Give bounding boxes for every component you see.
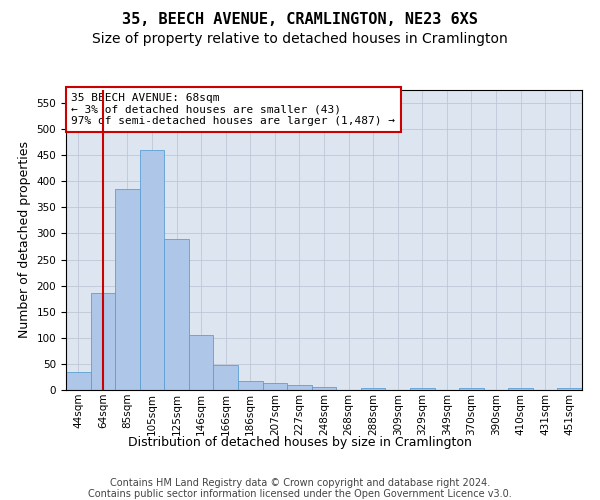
Bar	[312, 388, 336, 390]
Bar	[164, 238, 189, 390]
Bar	[115, 189, 140, 390]
Bar	[238, 380, 263, 390]
Bar	[66, 372, 91, 390]
Bar	[410, 388, 434, 390]
Bar	[459, 388, 484, 390]
Bar	[361, 388, 385, 390]
Bar	[140, 150, 164, 390]
Text: 35, BEECH AVENUE, CRAMLINGTON, NE23 6XS: 35, BEECH AVENUE, CRAMLINGTON, NE23 6XS	[122, 12, 478, 28]
Text: 35 BEECH AVENUE: 68sqm
← 3% of detached houses are smaller (43)
97% of semi-deta: 35 BEECH AVENUE: 68sqm ← 3% of detached …	[71, 93, 395, 126]
Bar	[91, 294, 115, 390]
Bar	[263, 383, 287, 390]
Text: Distribution of detached houses by size in Cramlington: Distribution of detached houses by size …	[128, 436, 472, 449]
Bar	[557, 388, 582, 390]
Bar	[508, 388, 533, 390]
Y-axis label: Number of detached properties: Number of detached properties	[18, 142, 31, 338]
Text: Size of property relative to detached houses in Cramlington: Size of property relative to detached ho…	[92, 32, 508, 46]
Bar	[287, 386, 312, 390]
Bar	[189, 335, 214, 390]
Bar	[214, 365, 238, 390]
Text: Contains HM Land Registry data © Crown copyright and database right 2024.
Contai: Contains HM Land Registry data © Crown c…	[88, 478, 512, 499]
